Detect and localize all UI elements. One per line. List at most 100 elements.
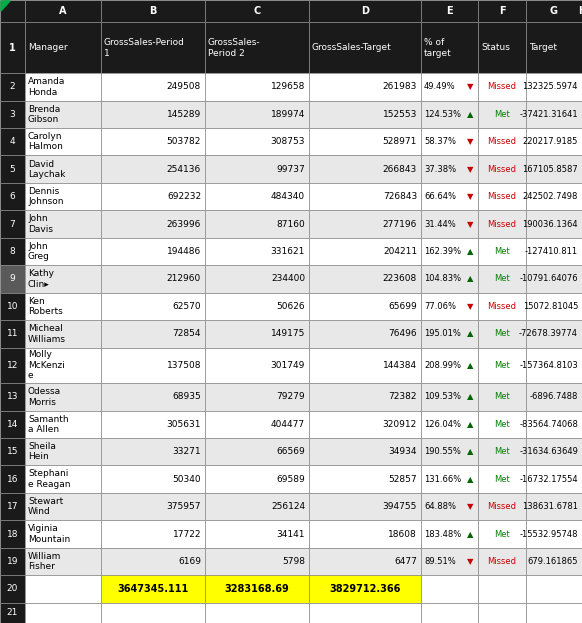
Bar	[205, 348, 309, 383]
Text: 49.49%: 49.49%	[424, 82, 456, 92]
Bar	[25, 0, 101, 22]
Bar	[526, 156, 582, 183]
Text: Ken
Roberts: Ken Roberts	[28, 297, 63, 316]
Bar	[478, 465, 526, 493]
Bar	[25, 101, 101, 128]
Bar	[478, 0, 526, 22]
Text: 7: 7	[10, 219, 15, 229]
Text: H: H	[578, 6, 582, 16]
Text: 162.39%: 162.39%	[424, 247, 461, 256]
Text: 18: 18	[7, 530, 18, 538]
Bar	[421, 438, 478, 465]
Bar	[0, 411, 25, 438]
Bar	[309, 320, 421, 348]
Text: Sheila
Hein: Sheila Hein	[28, 442, 56, 462]
Text: 62570: 62570	[172, 302, 201, 311]
Bar	[205, 0, 309, 22]
Bar	[205, 602, 309, 623]
Bar	[205, 465, 309, 493]
Bar	[421, 265, 478, 293]
Text: 152553: 152553	[382, 110, 417, 119]
Bar	[205, 128, 309, 156]
Text: ▲: ▲	[467, 447, 473, 456]
Bar	[205, 320, 309, 348]
Text: 183.48%: 183.48%	[424, 530, 462, 538]
Text: Brenda
Gibson: Brenda Gibson	[28, 105, 61, 124]
Text: 4: 4	[10, 137, 15, 146]
Bar	[478, 575, 526, 602]
Text: 66.64%: 66.64%	[424, 192, 456, 201]
Bar	[25, 211, 101, 238]
Text: 254136: 254136	[167, 164, 201, 174]
Bar	[309, 183, 421, 211]
Bar	[309, 73, 421, 101]
Text: Met: Met	[494, 420, 510, 429]
Text: Missed: Missed	[488, 137, 516, 146]
Bar	[205, 156, 309, 183]
Bar	[478, 411, 526, 438]
Bar	[309, 156, 421, 183]
Bar	[309, 575, 421, 602]
Bar	[478, 156, 526, 183]
Text: 129658: 129658	[271, 82, 305, 92]
Bar	[0, 320, 25, 348]
Bar	[526, 265, 582, 293]
Bar	[205, 73, 309, 101]
Text: 190.55%: 190.55%	[424, 447, 461, 456]
Bar	[526, 293, 582, 320]
Text: Missed: Missed	[488, 302, 516, 311]
Bar	[309, 238, 421, 265]
Text: Dennis
Johnson: Dennis Johnson	[28, 187, 63, 206]
Bar	[0, 602, 25, 623]
Text: Missed: Missed	[488, 82, 516, 92]
Bar	[309, 520, 421, 548]
Text: 34934: 34934	[389, 447, 417, 456]
Bar	[309, 465, 421, 493]
Bar	[25, 320, 101, 348]
Bar	[101, 348, 205, 383]
Text: -15532.95748: -15532.95748	[520, 530, 578, 538]
Text: William
Fisher: William Fisher	[28, 552, 61, 571]
Text: Stewart
Wind: Stewart Wind	[28, 497, 63, 516]
Bar	[0, 575, 25, 602]
Bar	[25, 128, 101, 156]
Bar	[25, 438, 101, 465]
Text: G: G	[550, 6, 558, 16]
Bar	[526, 438, 582, 465]
Text: 126.04%: 126.04%	[424, 420, 461, 429]
Text: 104.83%: 104.83%	[424, 275, 461, 283]
Bar	[421, 183, 478, 211]
Bar	[526, 22, 582, 73]
Text: -31634.63649: -31634.63649	[519, 447, 578, 456]
Text: 138631.6781: 138631.6781	[522, 502, 578, 511]
Text: 394755: 394755	[382, 502, 417, 511]
Text: 13: 13	[7, 392, 18, 401]
Bar	[0, 348, 25, 383]
Text: 194486: 194486	[167, 247, 201, 256]
Text: ▲: ▲	[467, 392, 473, 401]
Bar	[205, 22, 309, 73]
Text: 12: 12	[7, 361, 18, 370]
Bar	[205, 548, 309, 575]
Text: GrossSales-Period
1: GrossSales-Period 1	[104, 38, 185, 58]
Text: 305631: 305631	[166, 420, 201, 429]
Bar	[526, 238, 582, 265]
Bar	[421, 293, 478, 320]
Text: 17: 17	[7, 502, 18, 511]
Text: Missed: Missed	[488, 502, 516, 511]
Bar	[0, 238, 25, 265]
Bar	[0, 211, 25, 238]
Text: 263996: 263996	[166, 219, 201, 229]
Bar	[0, 383, 25, 411]
Text: 131.66%: 131.66%	[424, 475, 462, 483]
Text: 249508: 249508	[167, 82, 201, 92]
Bar	[478, 128, 526, 156]
Text: 17722: 17722	[172, 530, 201, 538]
Text: ▼: ▼	[467, 137, 473, 146]
Text: Odessa
Morris: Odessa Morris	[28, 387, 61, 407]
Text: ▲: ▲	[467, 110, 473, 119]
Bar	[205, 265, 309, 293]
Bar	[309, 411, 421, 438]
Text: B: B	[150, 6, 157, 16]
Bar	[205, 101, 309, 128]
